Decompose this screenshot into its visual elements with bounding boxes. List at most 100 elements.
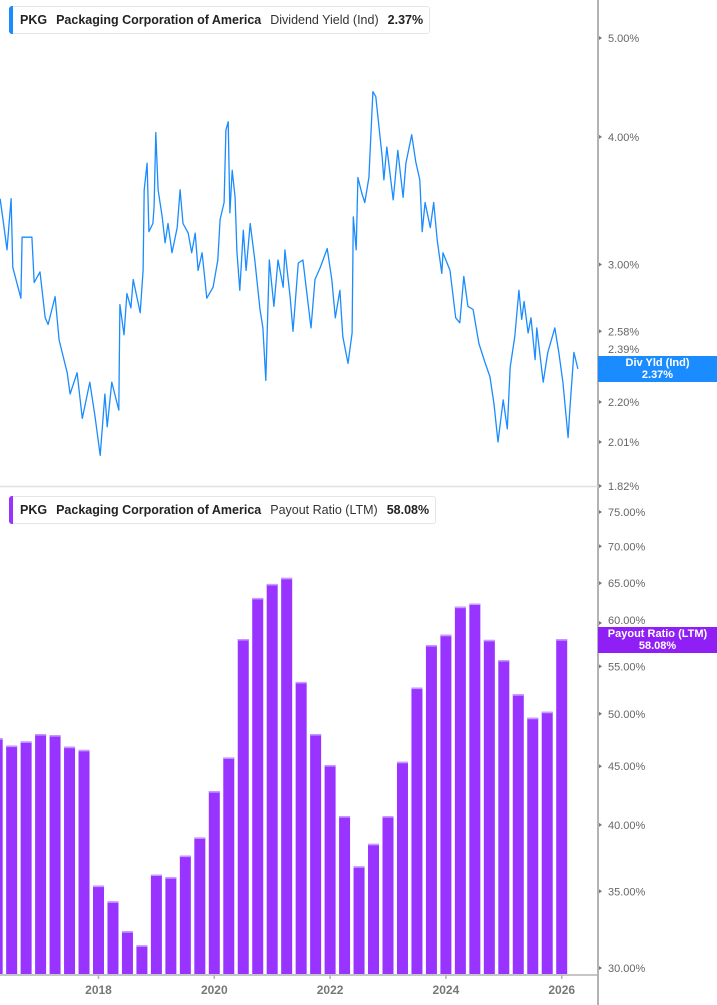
payout-ratio-bar	[368, 843, 380, 974]
payout-ratio-bar	[194, 837, 206, 974]
legend-ticker: PKG	[20, 503, 48, 517]
payout-axis-tick-label: 60.00%	[608, 615, 646, 627]
payout-axis-tick-label: 35.00%	[608, 886, 646, 898]
payout-ratio-bar-cap	[353, 866, 365, 868]
yield-axis-tick-label: 1.82%	[608, 481, 639, 493]
yield-axis-tick-label: 4.00%	[608, 132, 639, 144]
y-tick-mark	[599, 822, 602, 827]
payout-ratio-bar-cap	[136, 945, 148, 947]
payout-ratio-bar	[107, 901, 119, 974]
x-axis-tick-label: 2026	[548, 983, 575, 997]
payout-ratio-bar	[498, 660, 510, 974]
payout-axis-tick-label: 65.00%	[608, 578, 646, 590]
payout-ratio-bar-cap	[165, 877, 177, 879]
legend-value: 2.37%	[387, 13, 424, 27]
x-axis-tick-label: 2022	[317, 983, 344, 997]
payout-ratio-bar	[252, 597, 264, 974]
y-tick-mark	[599, 711, 602, 716]
y-tick-mark	[599, 439, 602, 444]
payout-ratio-bar-cap	[382, 816, 394, 818]
payout-ratio-bar-cap	[541, 711, 553, 714]
payout-ratio-bar	[165, 877, 177, 974]
payout-ratio-bar	[541, 711, 553, 974]
payout-ratio-bar-cap	[223, 757, 235, 759]
payout-ratio-bar	[353, 866, 365, 974]
legend-ticker: PKG	[20, 13, 48, 27]
legend-metric: Dividend Yield (Ind)	[270, 13, 379, 27]
payout-ratio-bar-cap	[0, 738, 3, 740]
y-tick-mark	[599, 889, 602, 894]
payout-ratio-bar	[121, 931, 133, 974]
y-tick-mark	[599, 621, 602, 626]
payout-ratio-bar-cap	[440, 634, 452, 637]
series-color-swatch	[9, 496, 13, 524]
yield-axis-tick-label: 2.01%	[608, 437, 639, 449]
payout-ratio-bar-cap	[454, 606, 466, 609]
payout-ratio-bar	[339, 816, 351, 974]
payout-ratio-bar-cap	[64, 746, 76, 749]
payout-ratio-bar-cap	[208, 791, 220, 793]
payout-ratio-bar-cap	[49, 735, 61, 737]
y-tick-mark	[599, 262, 602, 267]
dividend-yield-legend[interactable]: PKG Packaging Corporation of America Div…	[9, 6, 431, 34]
x-axis-tick-label: 2020	[201, 983, 228, 997]
payout-ratio-bar-cap	[107, 901, 119, 903]
badge-value: 58.08%	[638, 640, 677, 652]
payout-ratio-bar-cap	[35, 734, 47, 736]
payout-ratio-bar-cap	[368, 843, 380, 846]
payout-ratio-bar	[35, 734, 47, 974]
payout-ratio-bar-cap	[469, 603, 481, 606]
payout-ratio-bar	[396, 761, 408, 974]
legend-company: Packaging Corporation of America	[56, 503, 262, 517]
payout-axis-tick-label: 75.00%	[608, 507, 646, 519]
badge-label: Div Yld (Ind)	[625, 357, 690, 369]
payout-ratio-bar-cap	[78, 749, 90, 752]
payout-ratio-bar	[93, 885, 104, 974]
legend-value: 58.08%	[386, 503, 430, 517]
payout-ratio-bar	[78, 749, 90, 974]
payout-ratio-bar-cap	[93, 885, 104, 888]
payout-ratio-bar-cap	[339, 816, 351, 818]
yield-axis-tick-label: 2.58%	[608, 326, 639, 338]
yield-axis-tick-label: 3.00%	[608, 259, 639, 271]
payout-ratio-bar	[512, 694, 524, 974]
payout-ratio-bar-cap	[121, 931, 133, 933]
payout-ratio-bar	[237, 639, 249, 974]
payout-ratio-bar-cap	[194, 837, 206, 839]
badge-label: Payout Ratio (LTM)	[607, 628, 708, 640]
legend-metric: Payout Ratio (LTM)	[270, 503, 378, 517]
y-tick-mark	[599, 484, 602, 488]
payout-axis-tick-label: 70.00%	[608, 541, 646, 553]
payout-ratio-bar-cap	[556, 639, 568, 641]
y-tick-mark	[599, 36, 602, 41]
payout-ratio-last-value-badge: Payout Ratio (LTM) 58.08%	[598, 627, 717, 653]
payout-ratio-bar	[150, 874, 162, 974]
payout-ratio-bar	[382, 816, 394, 974]
payout-ratio-bar-cap	[425, 645, 437, 647]
payout-ratio-bar-cap	[150, 874, 162, 877]
payout-ratio-plot	[0, 577, 568, 974]
y-tick-mark	[599, 509, 602, 514]
payout-ratio-bar-cap	[498, 660, 510, 662]
payout-ratio-bar-cap	[6, 745, 18, 748]
payout-ratio-bar	[266, 583, 278, 974]
payout-ratio-bar-cap	[237, 639, 249, 641]
yield-axis-tick-label: 2.20%	[608, 397, 639, 409]
payout-ratio-legend[interactable]: PKG Packaging Corporation of America Pay…	[9, 496, 437, 524]
payout-ratio-bar	[223, 757, 235, 974]
y-tick-mark	[599, 134, 602, 139]
y-tick-mark	[599, 764, 602, 769]
payout-ratio-bar-cap	[295, 681, 307, 684]
payout-ratio-bar	[310, 734, 322, 974]
series-color-swatch	[9, 6, 13, 34]
y-tick-mark	[599, 329, 602, 334]
payout-ratio-bar	[6, 745, 18, 974]
yield-axis-tick-label: 5.00%	[608, 33, 639, 45]
payout-axis-tick-label: 30.00%	[608, 963, 646, 975]
y-tick-mark	[599, 581, 602, 586]
payout-ratio-bar	[208, 791, 220, 974]
payout-ratio-bar	[136, 945, 148, 974]
payout-ratio-bar-cap	[310, 734, 322, 736]
x-axis-tick-label: 2024	[433, 983, 460, 997]
